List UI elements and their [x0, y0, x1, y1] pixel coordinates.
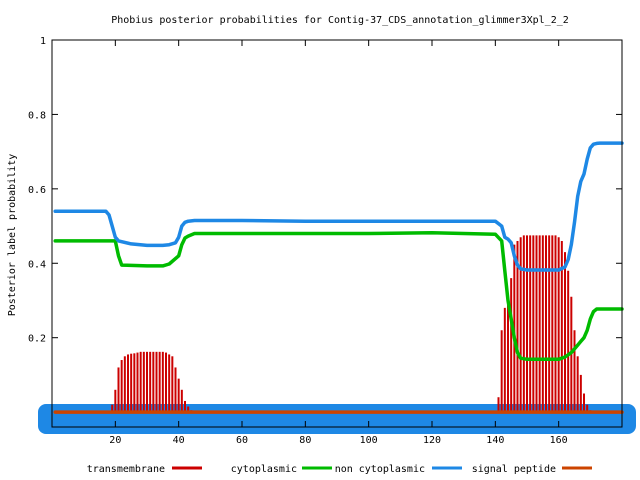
y-tick-label: 0.4	[28, 259, 46, 270]
x-tick-label: 100	[360, 435, 378, 446]
legend-label-signal-peptide: signal peptide	[472, 464, 556, 475]
x-tick-label: 140	[486, 435, 504, 446]
y-tick-label: 0.2	[28, 334, 46, 345]
x-tick-label: 60	[236, 435, 248, 446]
legend-label-cytoplasmic: cytoplasmic	[231, 464, 297, 475]
chart-title: Phobius posterior probabilities for Cont…	[111, 15, 569, 26]
y-axis-label: Posterior label probability	[7, 154, 18, 317]
cytoplasmic-line	[53, 231, 624, 362]
y-tick-label: 1	[40, 36, 46, 47]
x-tick-label: 80	[299, 435, 311, 446]
x-tick-label: 40	[173, 435, 185, 446]
legend-label-non-cytoplasmic: non cytoplasmic	[335, 464, 425, 475]
legend-label-transmembrane: transmembrane	[87, 464, 165, 475]
non-cytoplasmic-line	[53, 141, 624, 272]
y-tick-label: 0.6	[28, 185, 46, 196]
x-tick-label: 20	[109, 435, 121, 446]
plot-border	[51, 39, 623, 428]
axis-ticks: 20 40 60 80 100 120 140 160 0.2 0.4 0.6 0.8 1	[28, 36, 622, 446]
transmembrane-bars	[111, 235, 592, 413]
series-lines	[53, 141, 624, 414]
legend: transmembrane cytoplasmic non cytoplasmic s…	[87, 464, 592, 475]
plot-frame	[51, 39, 623, 428]
x-tick-label: 160	[550, 435, 568, 446]
x-tick-label: 120	[423, 435, 441, 446]
y-tick-label: 0.8	[28, 110, 46, 121]
